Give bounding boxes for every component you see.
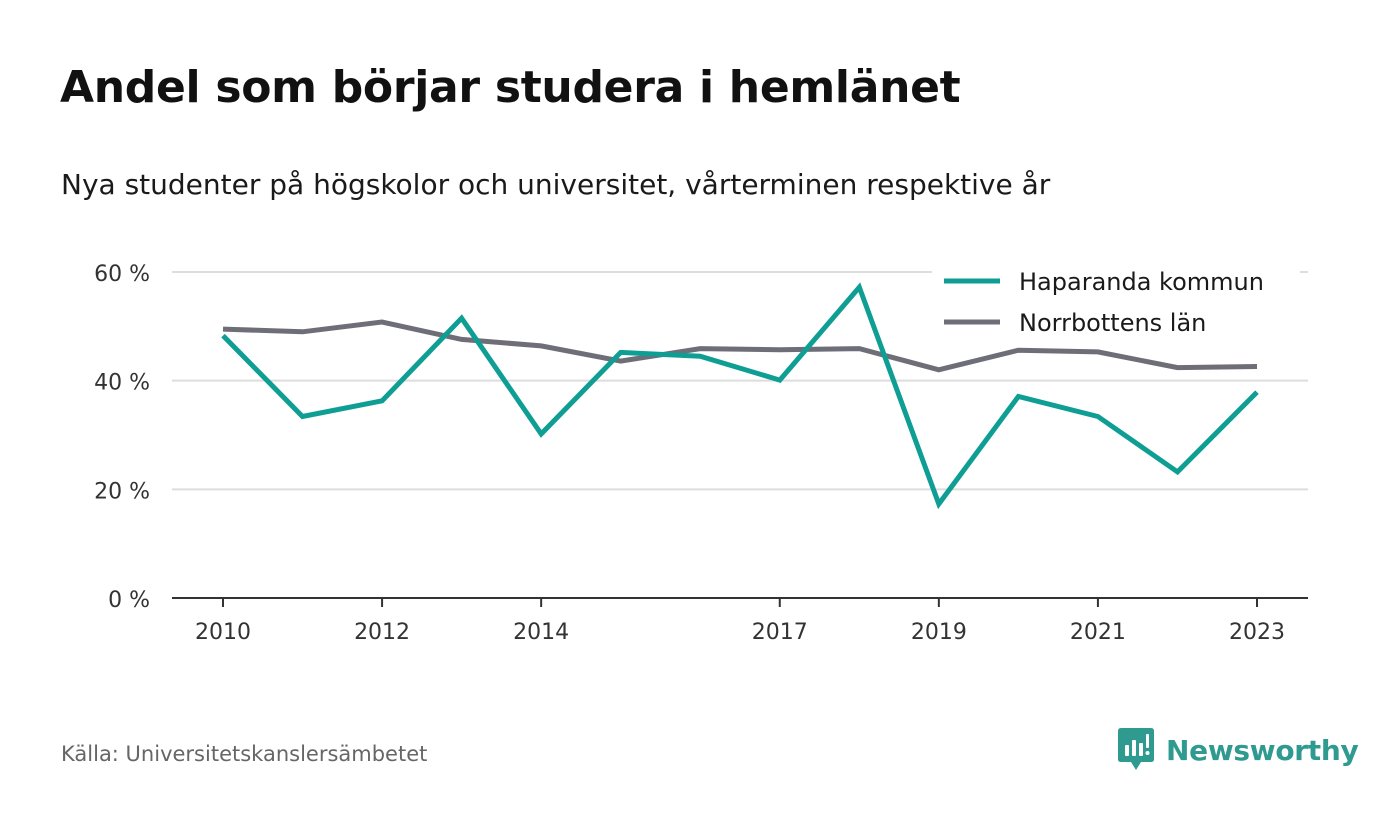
x-tick-label: 2023 bbox=[1229, 620, 1285, 645]
newsworthy-logo-icon bbox=[1118, 728, 1154, 770]
series-lines bbox=[221, 282, 1259, 510]
source-note: Källa: Universitetskanslersämbetet bbox=[61, 742, 428, 766]
line-chart: 0 % 20 % 40 % 60 % 2010 2012 2014 2017 2019 2021… bbox=[94, 262, 1308, 645]
y-axis-tick-labels: 0 % 20 % 40 % 60 % bbox=[94, 262, 150, 613]
chart-subtitle: Nya studenter på högskolor och universit… bbox=[61, 168, 1051, 201]
x-tick-label: 2017 bbox=[752, 620, 808, 645]
y-tick-label: 40 % bbox=[94, 371, 150, 396]
series-line-norrbotten bbox=[222, 319, 1258, 373]
legend-background bbox=[932, 262, 1300, 342]
y-tick-label: 0 % bbox=[108, 588, 150, 613]
legend: Haparanda kommun Norrbottens län bbox=[932, 262, 1300, 342]
x-tick-label: 2019 bbox=[911, 620, 967, 645]
brand[interactable]: Newsworthy bbox=[1118, 728, 1359, 772]
legend-label: Haparanda kommun bbox=[1019, 268, 1264, 296]
chart-title: Andel som börjar studera i hemlänet bbox=[60, 62, 961, 113]
x-tick-label: 2010 bbox=[195, 620, 251, 645]
legend-label: Norrbottens län bbox=[1019, 309, 1206, 337]
y-tick-label: 60 % bbox=[94, 262, 150, 287]
x-tick-label: 2012 bbox=[354, 620, 410, 645]
brand-name: Newsworthy bbox=[1166, 733, 1359, 767]
x-axis: 2010 2012 2014 2017 2019 2021 2023 bbox=[172, 597, 1308, 645]
series-line-haparanda bbox=[221, 282, 1259, 510]
x-tick-label: 2014 bbox=[513, 620, 569, 645]
x-tick-label: 2021 bbox=[1070, 620, 1126, 645]
y-tick-label: 20 % bbox=[94, 479, 150, 504]
